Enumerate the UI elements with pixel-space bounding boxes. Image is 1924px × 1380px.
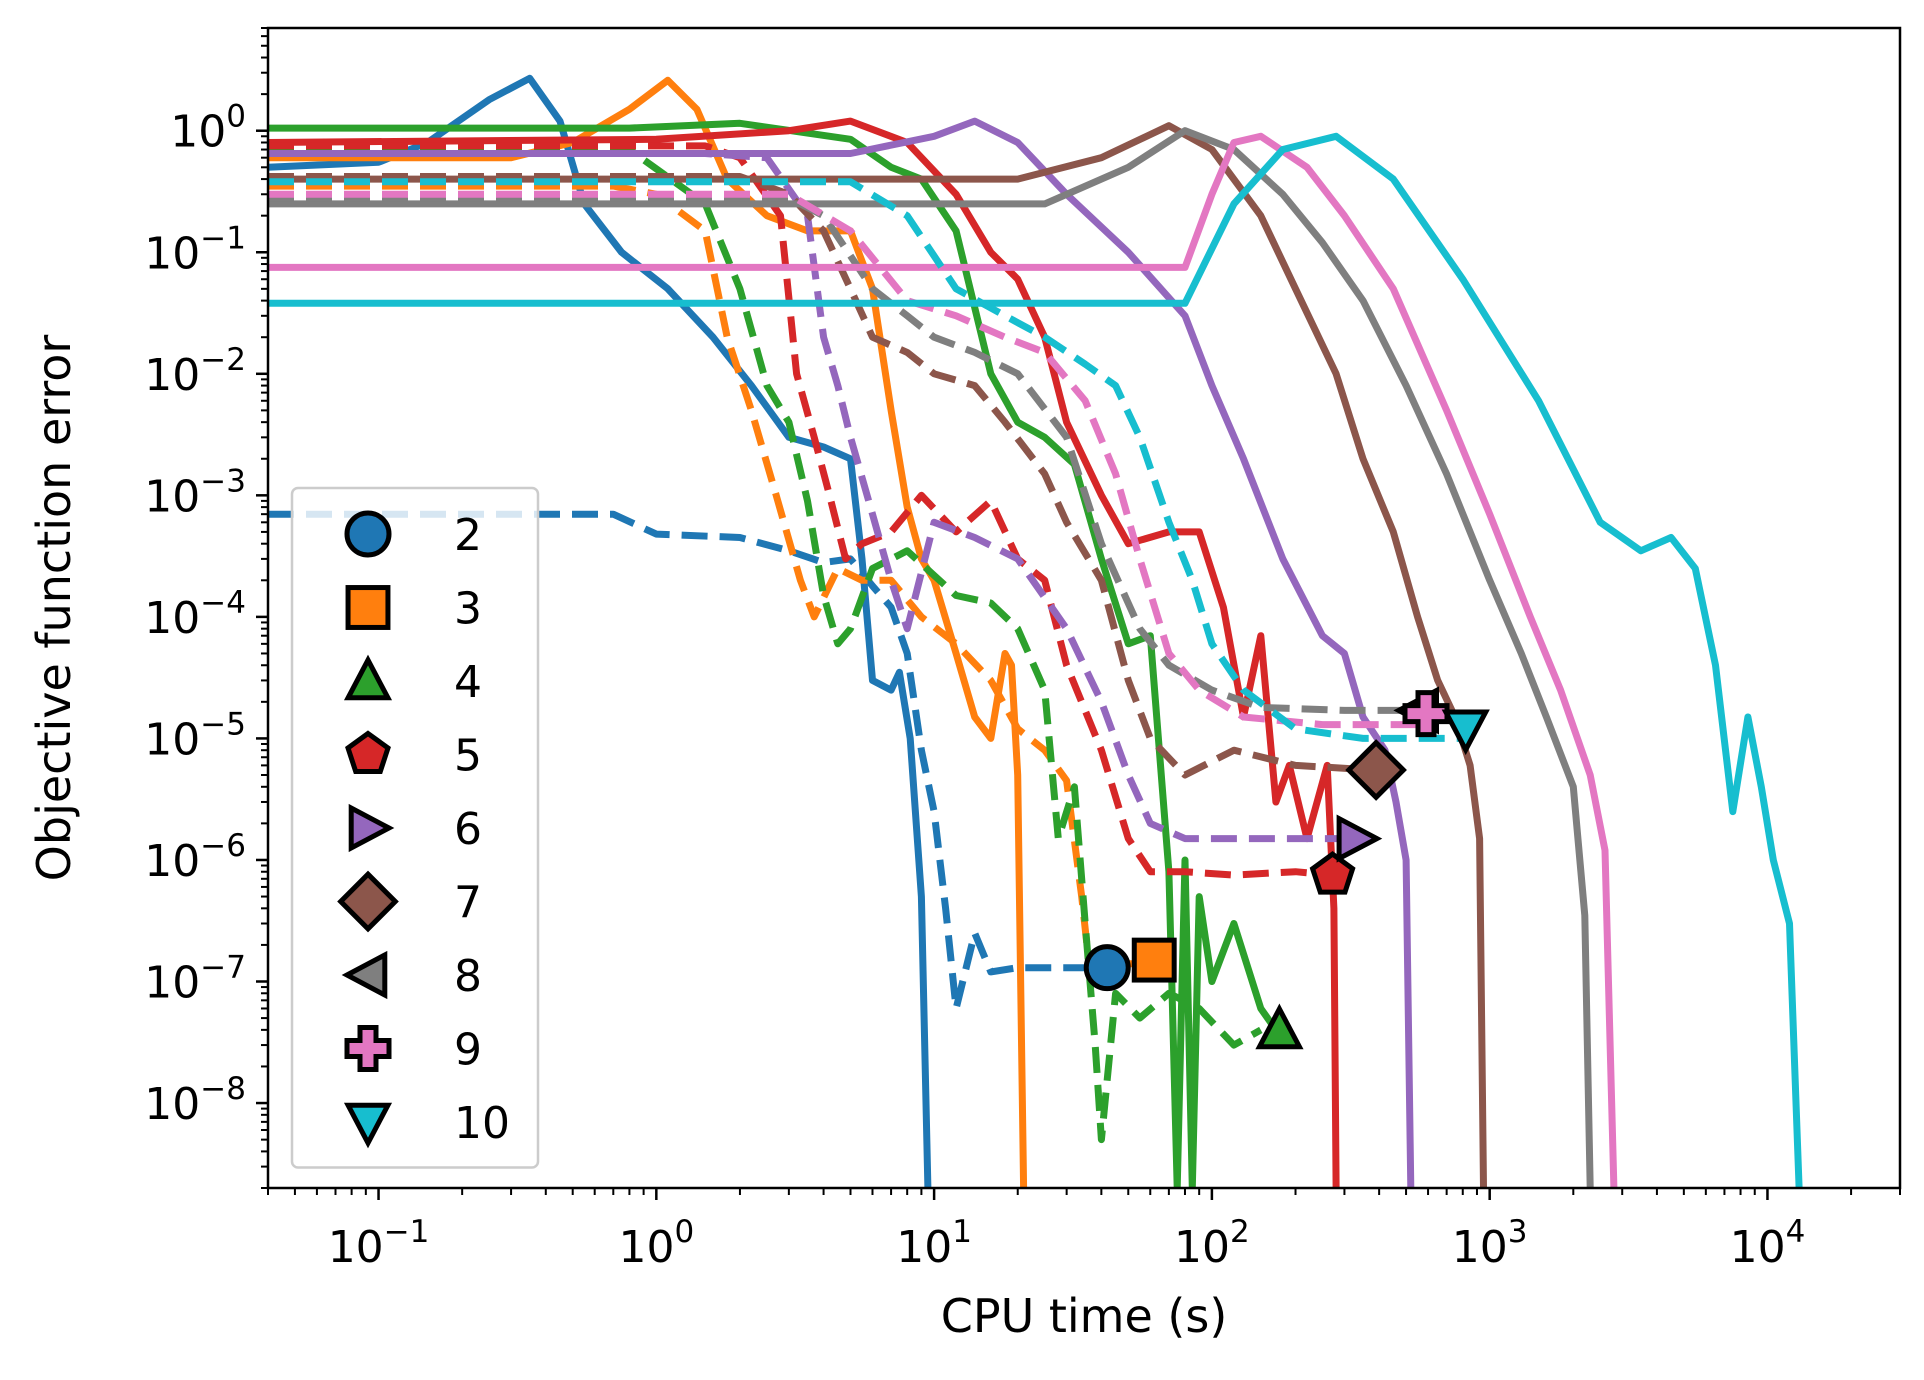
- legend-item-6: 6: [348, 803, 482, 855]
- legend-label: 9: [454, 1025, 482, 1076]
- series-line-9-solid: [268, 132, 1618, 1188]
- series-line-6-dashed: [268, 150, 1345, 843]
- end-marker-9: [1402, 690, 1450, 738]
- series-line-5-dashed: [268, 142, 1333, 879]
- y-tick-label: 10−6: [144, 828, 246, 887]
- y-axis-label: Objective function error: [27, 335, 81, 882]
- legend-marker-8: [341, 950, 388, 1000]
- x-tick-label: 101: [896, 1214, 972, 1273]
- end-marker-5: [1309, 851, 1356, 895]
- series-line-10-solid: [268, 132, 1803, 1188]
- x-tick-label: 104: [1730, 1214, 1806, 1273]
- legend-item-9: 9: [344, 1025, 482, 1076]
- legend: 2 3 4 5 6 7 8 9 10: [290, 486, 540, 1169]
- legend-item-4: 4: [343, 654, 482, 708]
- series-line-2-dashed: [268, 510, 1102, 1012]
- legend-box: [290, 486, 540, 1169]
- end-marker-3: [1131, 937, 1177, 983]
- end-marker-6: [1336, 814, 1383, 863]
- marker-layer: [1083, 686, 1490, 1050]
- y-tick-label: 10−1: [144, 220, 246, 279]
- series-line-8-dashed: [268, 194, 1447, 714]
- legend-item-2: 2: [344, 510, 482, 561]
- legend-marker-10: [343, 1102, 393, 1149]
- y-tick-label: 10−8: [144, 1071, 246, 1130]
- x-tick-label: 10−1: [328, 1214, 430, 1273]
- x-tick-label: 103: [1452, 1214, 1528, 1273]
- legend-label: 5: [454, 731, 482, 782]
- legend-label: 8: [454, 951, 482, 1002]
- series-line-4-dashed: [268, 146, 1263, 1144]
- end-marker-7: [1345, 739, 1407, 801]
- series-line-4-solid: [268, 119, 1280, 1188]
- legend-marker-6: [348, 803, 395, 853]
- legend-marker-9: [344, 1025, 392, 1072]
- y-tick-label: 10−3: [144, 463, 246, 522]
- legend-marker-5: [345, 730, 391, 774]
- y-tick-label: 10−7: [144, 950, 246, 1009]
- end-marker-2: [1083, 944, 1131, 992]
- series-line-10-dashed: [268, 178, 1463, 742]
- legend-label: 10: [454, 1098, 510, 1149]
- legend-marker-4: [343, 654, 393, 701]
- series-line-7-dashed: [268, 173, 1374, 779]
- series-line-9-dashed: [268, 190, 1429, 729]
- legend-label: 7: [454, 878, 482, 929]
- series-line-2-solid: [268, 74, 932, 1188]
- series-line-5-solid: [268, 117, 1340, 1188]
- y-tick-label: 10−2: [144, 342, 246, 401]
- y-tick-label: 100: [170, 99, 246, 158]
- legend-marker-7: [337, 870, 399, 933]
- end-marker-4: [1255, 1003, 1304, 1050]
- legend-item-10: 10: [343, 1098, 510, 1149]
- legend-marker-2: [344, 510, 392, 558]
- series-line-8-solid: [268, 127, 1594, 1188]
- legend-item-3: 3: [345, 584, 482, 635]
- plot-frame: [266, 26, 1902, 1190]
- x-tick-label: 102: [1174, 1214, 1250, 1273]
- end-marker-10: [1441, 709, 1490, 756]
- y-tick-label: 10−4: [144, 585, 246, 644]
- legend-label: 4: [454, 657, 482, 708]
- legend-label: 3: [454, 584, 482, 635]
- x-tick-label: 100: [618, 1214, 694, 1273]
- axes-layer: 10−1 100 101 102 103 10410010−110−210−310−410…: [144, 27, 1901, 1273]
- legend-item-7: 7: [337, 870, 482, 933]
- series-line-3-dashed: [268, 182, 1151, 968]
- legend-marker-3: [345, 585, 391, 630]
- legend-item-8: 8: [341, 950, 482, 1002]
- legend-label: 6: [454, 804, 482, 855]
- x-axis-label: CPU time (s): [941, 1289, 1228, 1343]
- y-tick-label: 10−5: [144, 706, 246, 765]
- legend-label: 2: [454, 510, 482, 561]
- legend-item-5: 5: [345, 730, 482, 782]
